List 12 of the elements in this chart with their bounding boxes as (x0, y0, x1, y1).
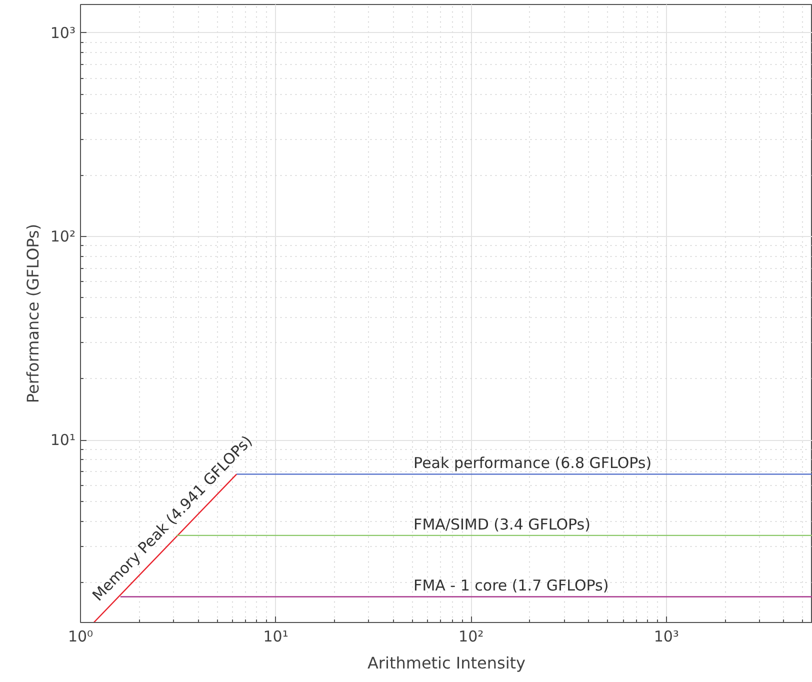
y-tick-label: 10³ (50, 24, 76, 42)
x-tick-label: 10² (458, 628, 484, 646)
x-axis-title: Arithmetic Intensity (367, 654, 526, 672)
x-tick-label: 10³ (654, 628, 679, 646)
x-tick-label: 10⁰ (68, 628, 94, 646)
series-label: Peak performance (6.8 GFLOPs) (414, 454, 652, 472)
y-axis-title: Performance (GFLOPs) (23, 224, 42, 404)
series-label: FMA/SIMD (3.4 GFLOPs) (414, 515, 590, 534)
series-label: FMA - 1 core (1.7 GFLOPs) (414, 576, 609, 595)
y-tick-label: 10² (50, 228, 76, 246)
y-tick-label: 10¹ (50, 431, 76, 450)
x-tick-label: 10¹ (263, 628, 288, 646)
